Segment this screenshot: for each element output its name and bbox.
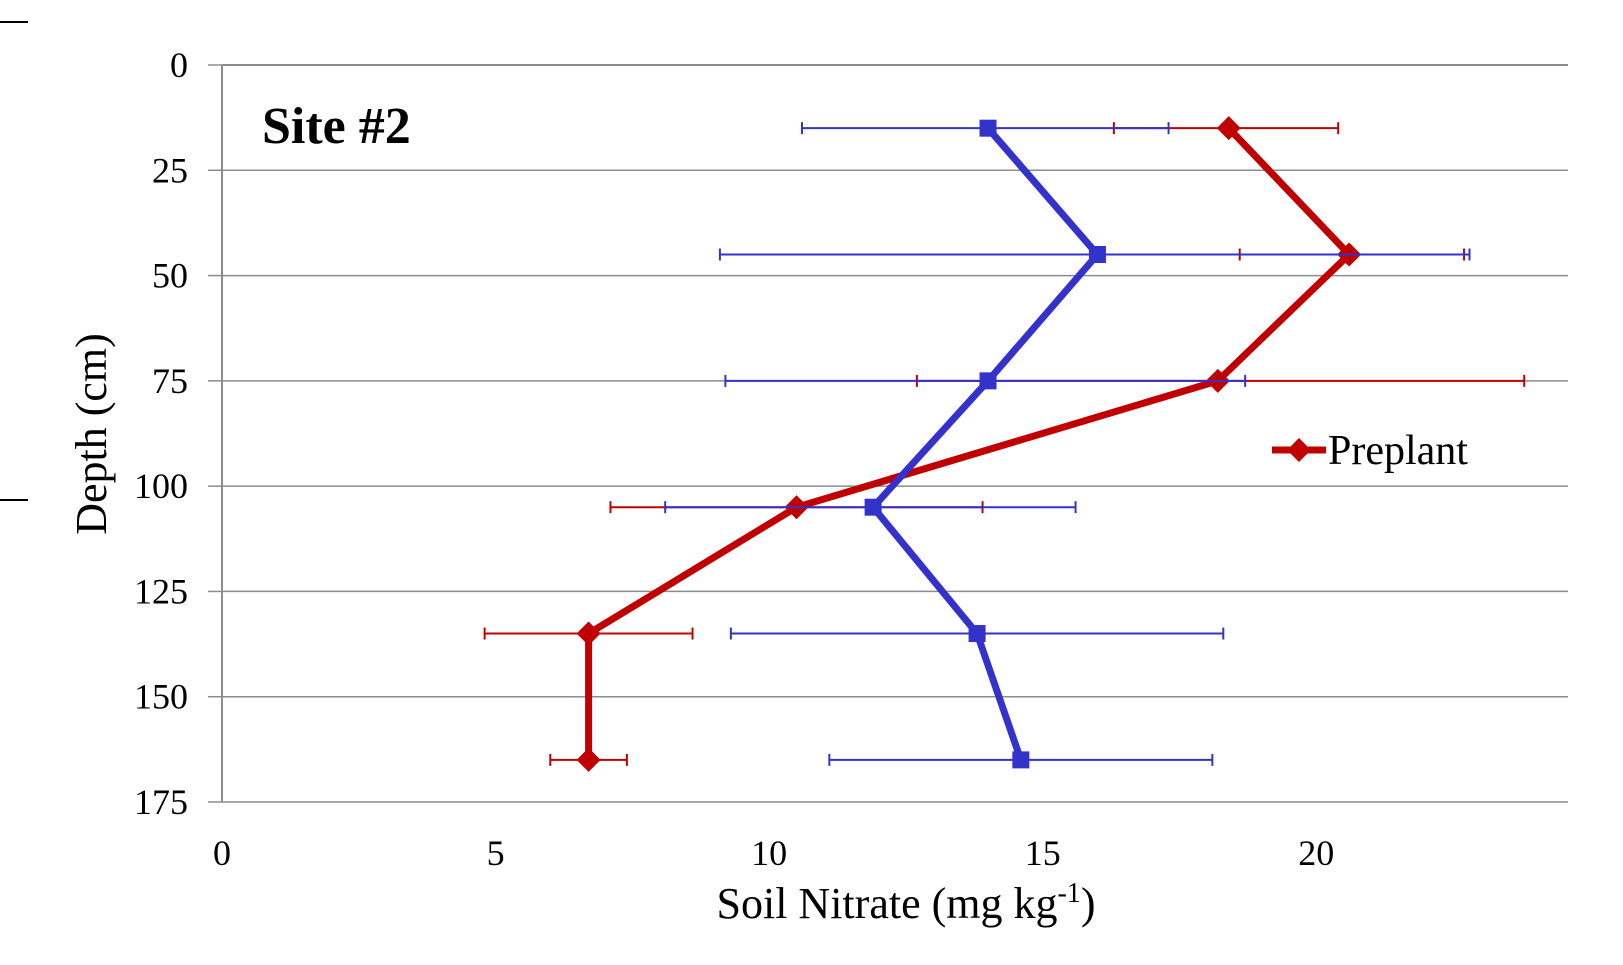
x-tick-labels: 0 5 10 15 20 — [213, 833, 1334, 873]
data-point — [979, 372, 997, 390]
y-tick-label: 100 — [134, 466, 188, 506]
x-tick-label: 15 — [1025, 833, 1061, 873]
data-point — [979, 119, 997, 137]
legend: Preplant — [1272, 428, 1468, 474]
y-tick-label: 50 — [152, 256, 188, 296]
x-tick-label: 0 — [213, 833, 231, 873]
data-point — [1216, 116, 1241, 141]
data-point — [576, 747, 601, 772]
y-tick-label: 0 — [170, 45, 188, 85]
y-axis-title: Depth (cm) — [67, 333, 116, 535]
data-point — [968, 625, 986, 643]
x-tick-label: 10 — [751, 833, 787, 873]
series-layer — [483, 116, 1526, 772]
x-axis-title: Soil Nitrate (mg kg-1) — [717, 878, 1096, 928]
x-axis-title-end: ) — [1081, 879, 1096, 928]
series-line — [585, 125, 1353, 760]
x-axis-title-main: Soil Nitrate (mg kg — [717, 879, 1058, 928]
legend-marker-preplant — [1287, 438, 1311, 462]
legend-label-preplant: Preplant — [1328, 428, 1468, 474]
x-tick-label: 20 — [1298, 833, 1334, 873]
data-point — [864, 498, 882, 516]
series-1 — [664, 119, 1471, 769]
y-tick-labels: 0 25 50 75 100 125 150 175 — [134, 45, 188, 822]
data-point — [1088, 246, 1106, 264]
y-tick-label: 125 — [134, 571, 188, 611]
data-point — [576, 621, 601, 646]
data-point — [1012, 751, 1030, 769]
x-tick-label: 5 — [487, 833, 505, 873]
series-line — [869, 125, 1101, 762]
axes — [208, 64, 1568, 803]
y-tick-label: 150 — [134, 677, 188, 717]
x-axis-title-superscript: -1 — [1057, 878, 1080, 909]
y-tick-label: 175 — [134, 782, 188, 822]
y-tick-label: 75 — [152, 361, 188, 401]
site-label: Site #2 — [262, 98, 411, 155]
y-tick-label: 25 — [152, 150, 188, 190]
